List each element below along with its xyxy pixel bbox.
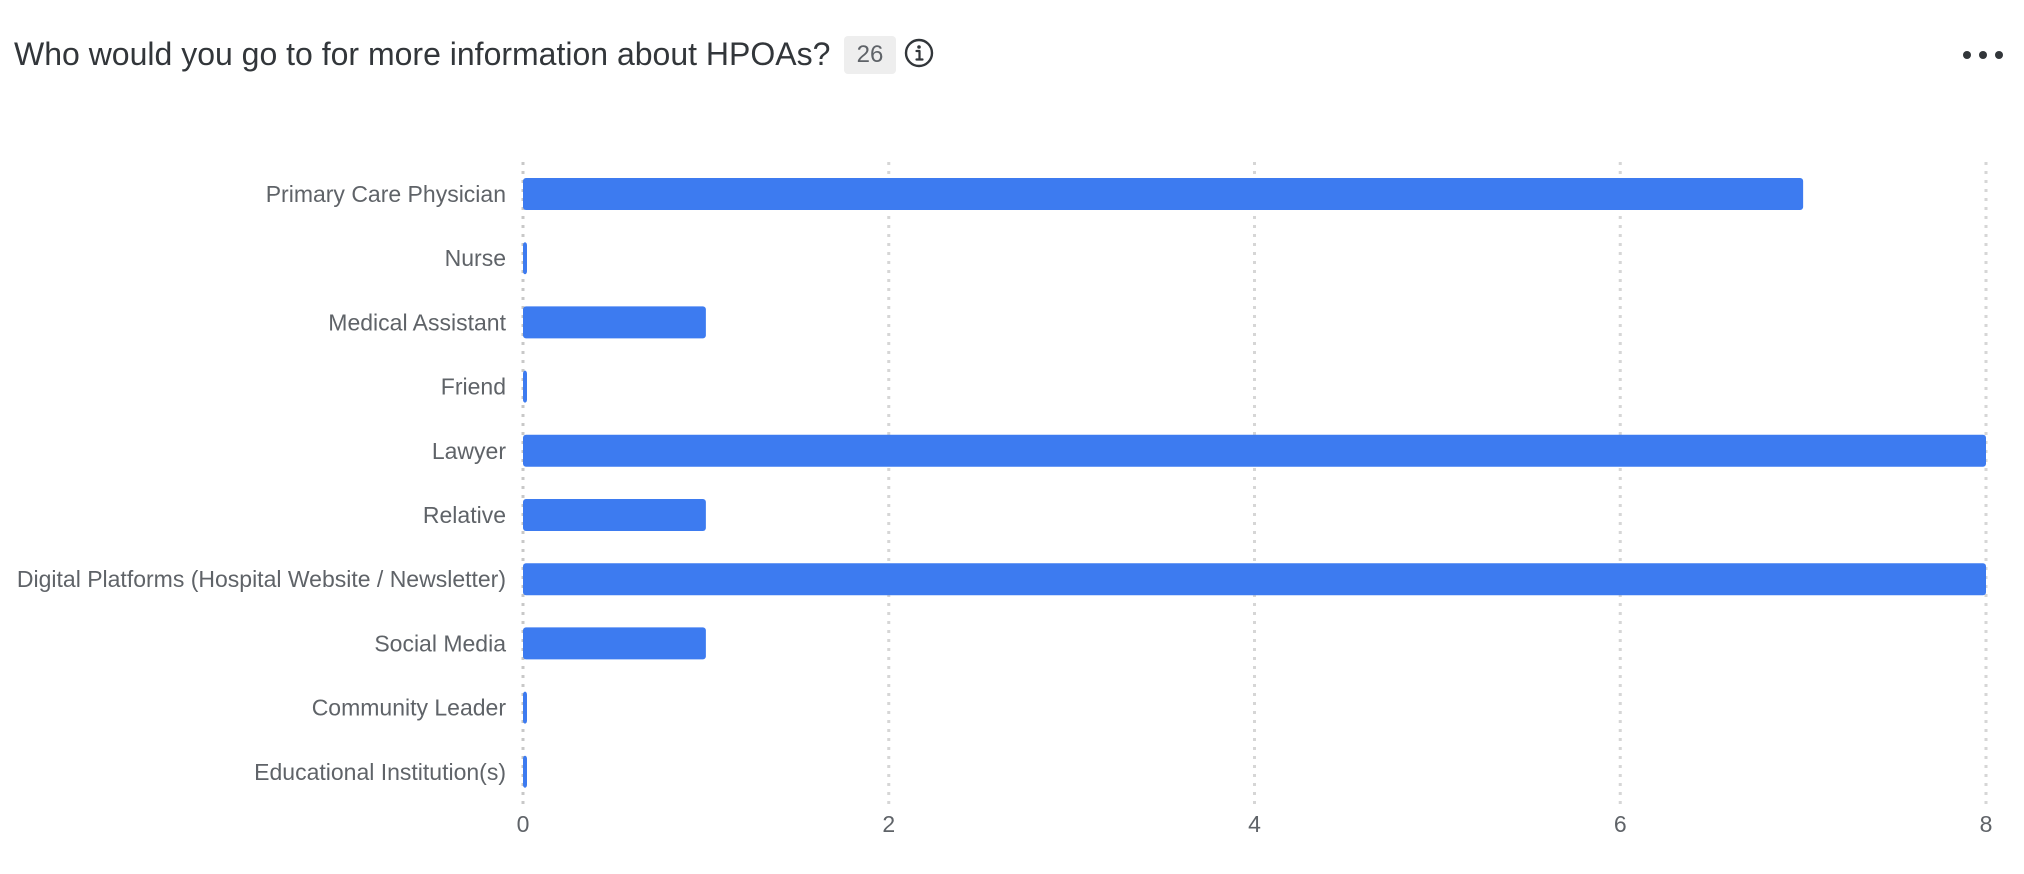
bar[interactable] <box>523 370 527 403</box>
bar[interactable] <box>523 434 1986 467</box>
bar[interactable] <box>523 563 1986 596</box>
bar[interactable] <box>523 242 527 275</box>
category-label: Relative <box>423 502 506 528</box>
category-label: Medical Assistant <box>328 309 506 335</box>
more-options-icon[interactable] <box>1958 40 2008 70</box>
category-label: Community Leader <box>312 695 507 721</box>
category-label: Lawyer <box>432 438 506 464</box>
bar[interactable] <box>523 306 706 339</box>
x-tick-label: 8 <box>1980 811 1993 837</box>
bar[interactable] <box>523 691 527 724</box>
bar[interactable] <box>523 499 706 531</box>
category-labels: Primary Care Physician Nurse Medical Assis… <box>17 181 507 785</box>
x-axis-ticks: 0 2 4 6 8 <box>517 811 1993 837</box>
x-tick-label: 0 <box>517 811 530 837</box>
grid-lines <box>521 162 1988 806</box>
x-tick-label: 4 <box>1248 811 1261 837</box>
x-tick-label: 6 <box>1614 811 1627 837</box>
category-label: Digital Platforms (Hospital Website / Ne… <box>17 566 506 592</box>
chart-header: Who would you go to for more information… <box>0 0 2024 110</box>
bar[interactable] <box>523 755 527 788</box>
category-label: Educational Institution(s) <box>254 759 506 785</box>
category-label: Friend <box>441 374 506 400</box>
category-label: Primary Care Physician <box>266 181 506 207</box>
info-circle-icon[interactable] <box>904 38 934 68</box>
bars <box>523 178 1986 788</box>
response-count-badge: 26 <box>844 36 896 74</box>
bar[interactable] <box>523 627 706 660</box>
x-tick-label: 2 <box>882 811 895 837</box>
category-label: Social Media <box>374 630 506 656</box>
category-label: Nurse <box>445 245 506 271</box>
bar[interactable] <box>523 178 1804 210</box>
chart-title: Who would you go to for more information… <box>14 36 831 72</box>
